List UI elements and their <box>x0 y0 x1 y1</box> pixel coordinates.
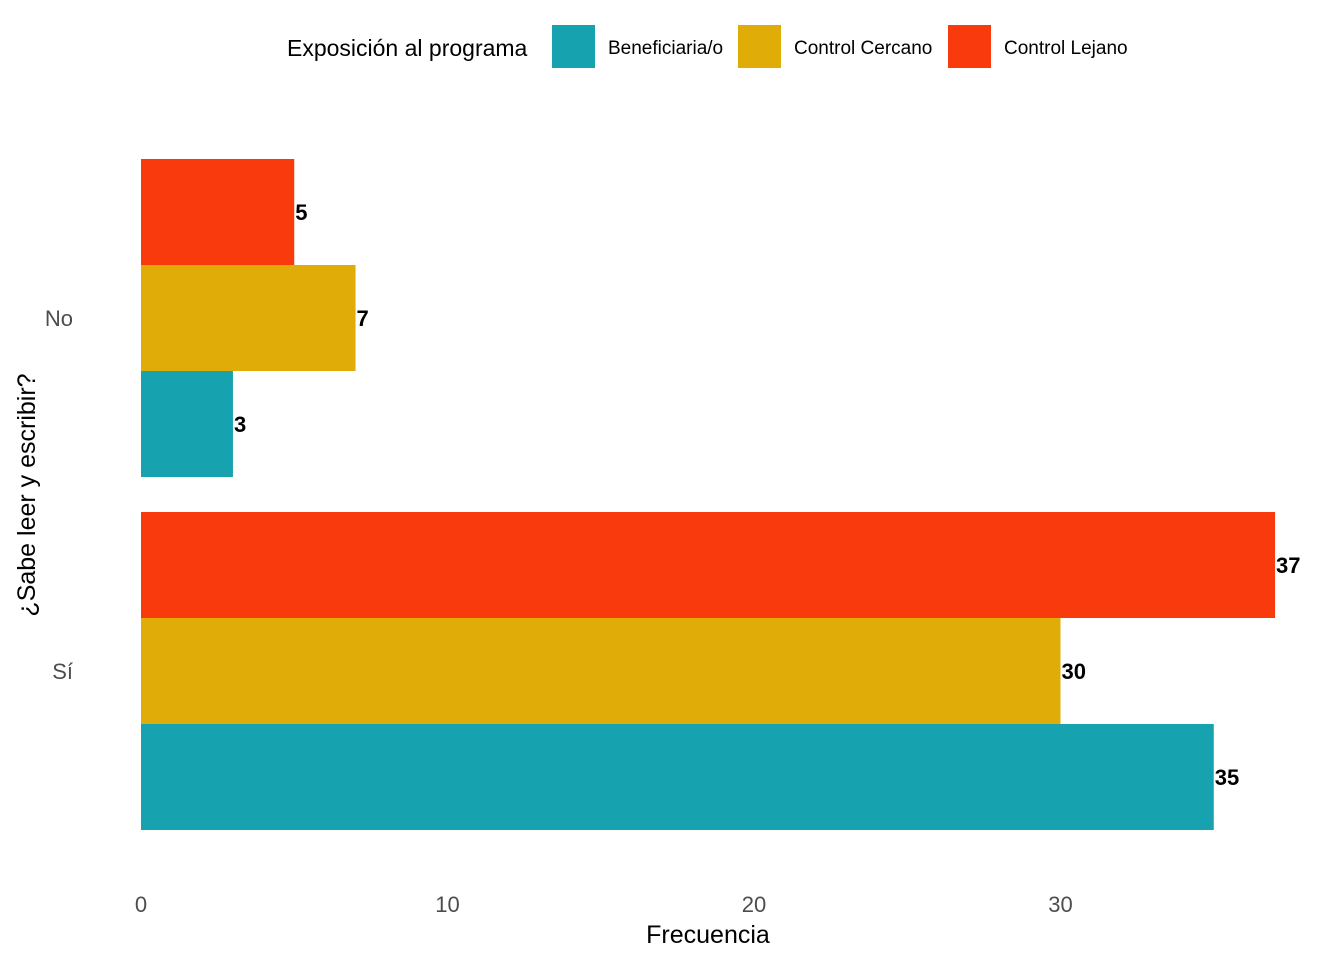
y-tick-label-si: Sí <box>52 659 73 684</box>
bar-si-beneficiaria-o <box>141 724 1214 830</box>
y-tick-labels-group: No Sí <box>45 306 73 684</box>
legend: Exposición al programa Beneficiaria/o Con… <box>287 25 1128 68</box>
value-label-no-beneficiaria-o: 3 <box>234 412 246 437</box>
legend-swatch-beneficiaria-o <box>552 25 595 68</box>
x-axis-title: Frecuencia <box>646 921 770 949</box>
x-tick-label-20: 20 <box>742 892 766 917</box>
x-tick-labels-group: 0 10 20 30 <box>135 892 1073 917</box>
x-tick-label-0: 0 <box>135 892 147 917</box>
x-tick-label-10: 10 <box>435 892 459 917</box>
bar-no-beneficiaria-o <box>141 371 233 477</box>
legend-swatch-control-lejano <box>948 25 991 68</box>
y-axis-title: ¿Sabe leer y escribir? <box>13 373 41 616</box>
legend-swatch-control-cercano <box>738 25 781 68</box>
bar-no-control-lejano <box>141 159 295 265</box>
value-label-si-control-lejano: 37 <box>1276 553 1300 578</box>
y-tick-label-no: No <box>45 306 73 331</box>
bars-group <box>141 159 1276 830</box>
bar-no-control-cercano <box>141 265 356 371</box>
x-tick-label-30: 30 <box>1048 892 1072 917</box>
bar-si-control-cercano <box>141 618 1061 724</box>
bar-si-control-lejano <box>141 512 1276 618</box>
legend-title: Exposición al programa <box>287 35 528 61</box>
value-label-no-control-cercano: 7 <box>357 306 369 331</box>
value-label-si-control-cercano: 30 <box>1062 659 1086 684</box>
legend-label-beneficiaria-o: Beneficiaria/o <box>608 38 723 59</box>
value-label-si-beneficiaria-o: 35 <box>1215 765 1239 790</box>
legend-label-control-cercano: Control Cercano <box>794 38 932 59</box>
legend-label-control-lejano: Control Lejano <box>1004 38 1128 59</box>
value-label-no-control-lejano: 5 <box>295 200 307 225</box>
